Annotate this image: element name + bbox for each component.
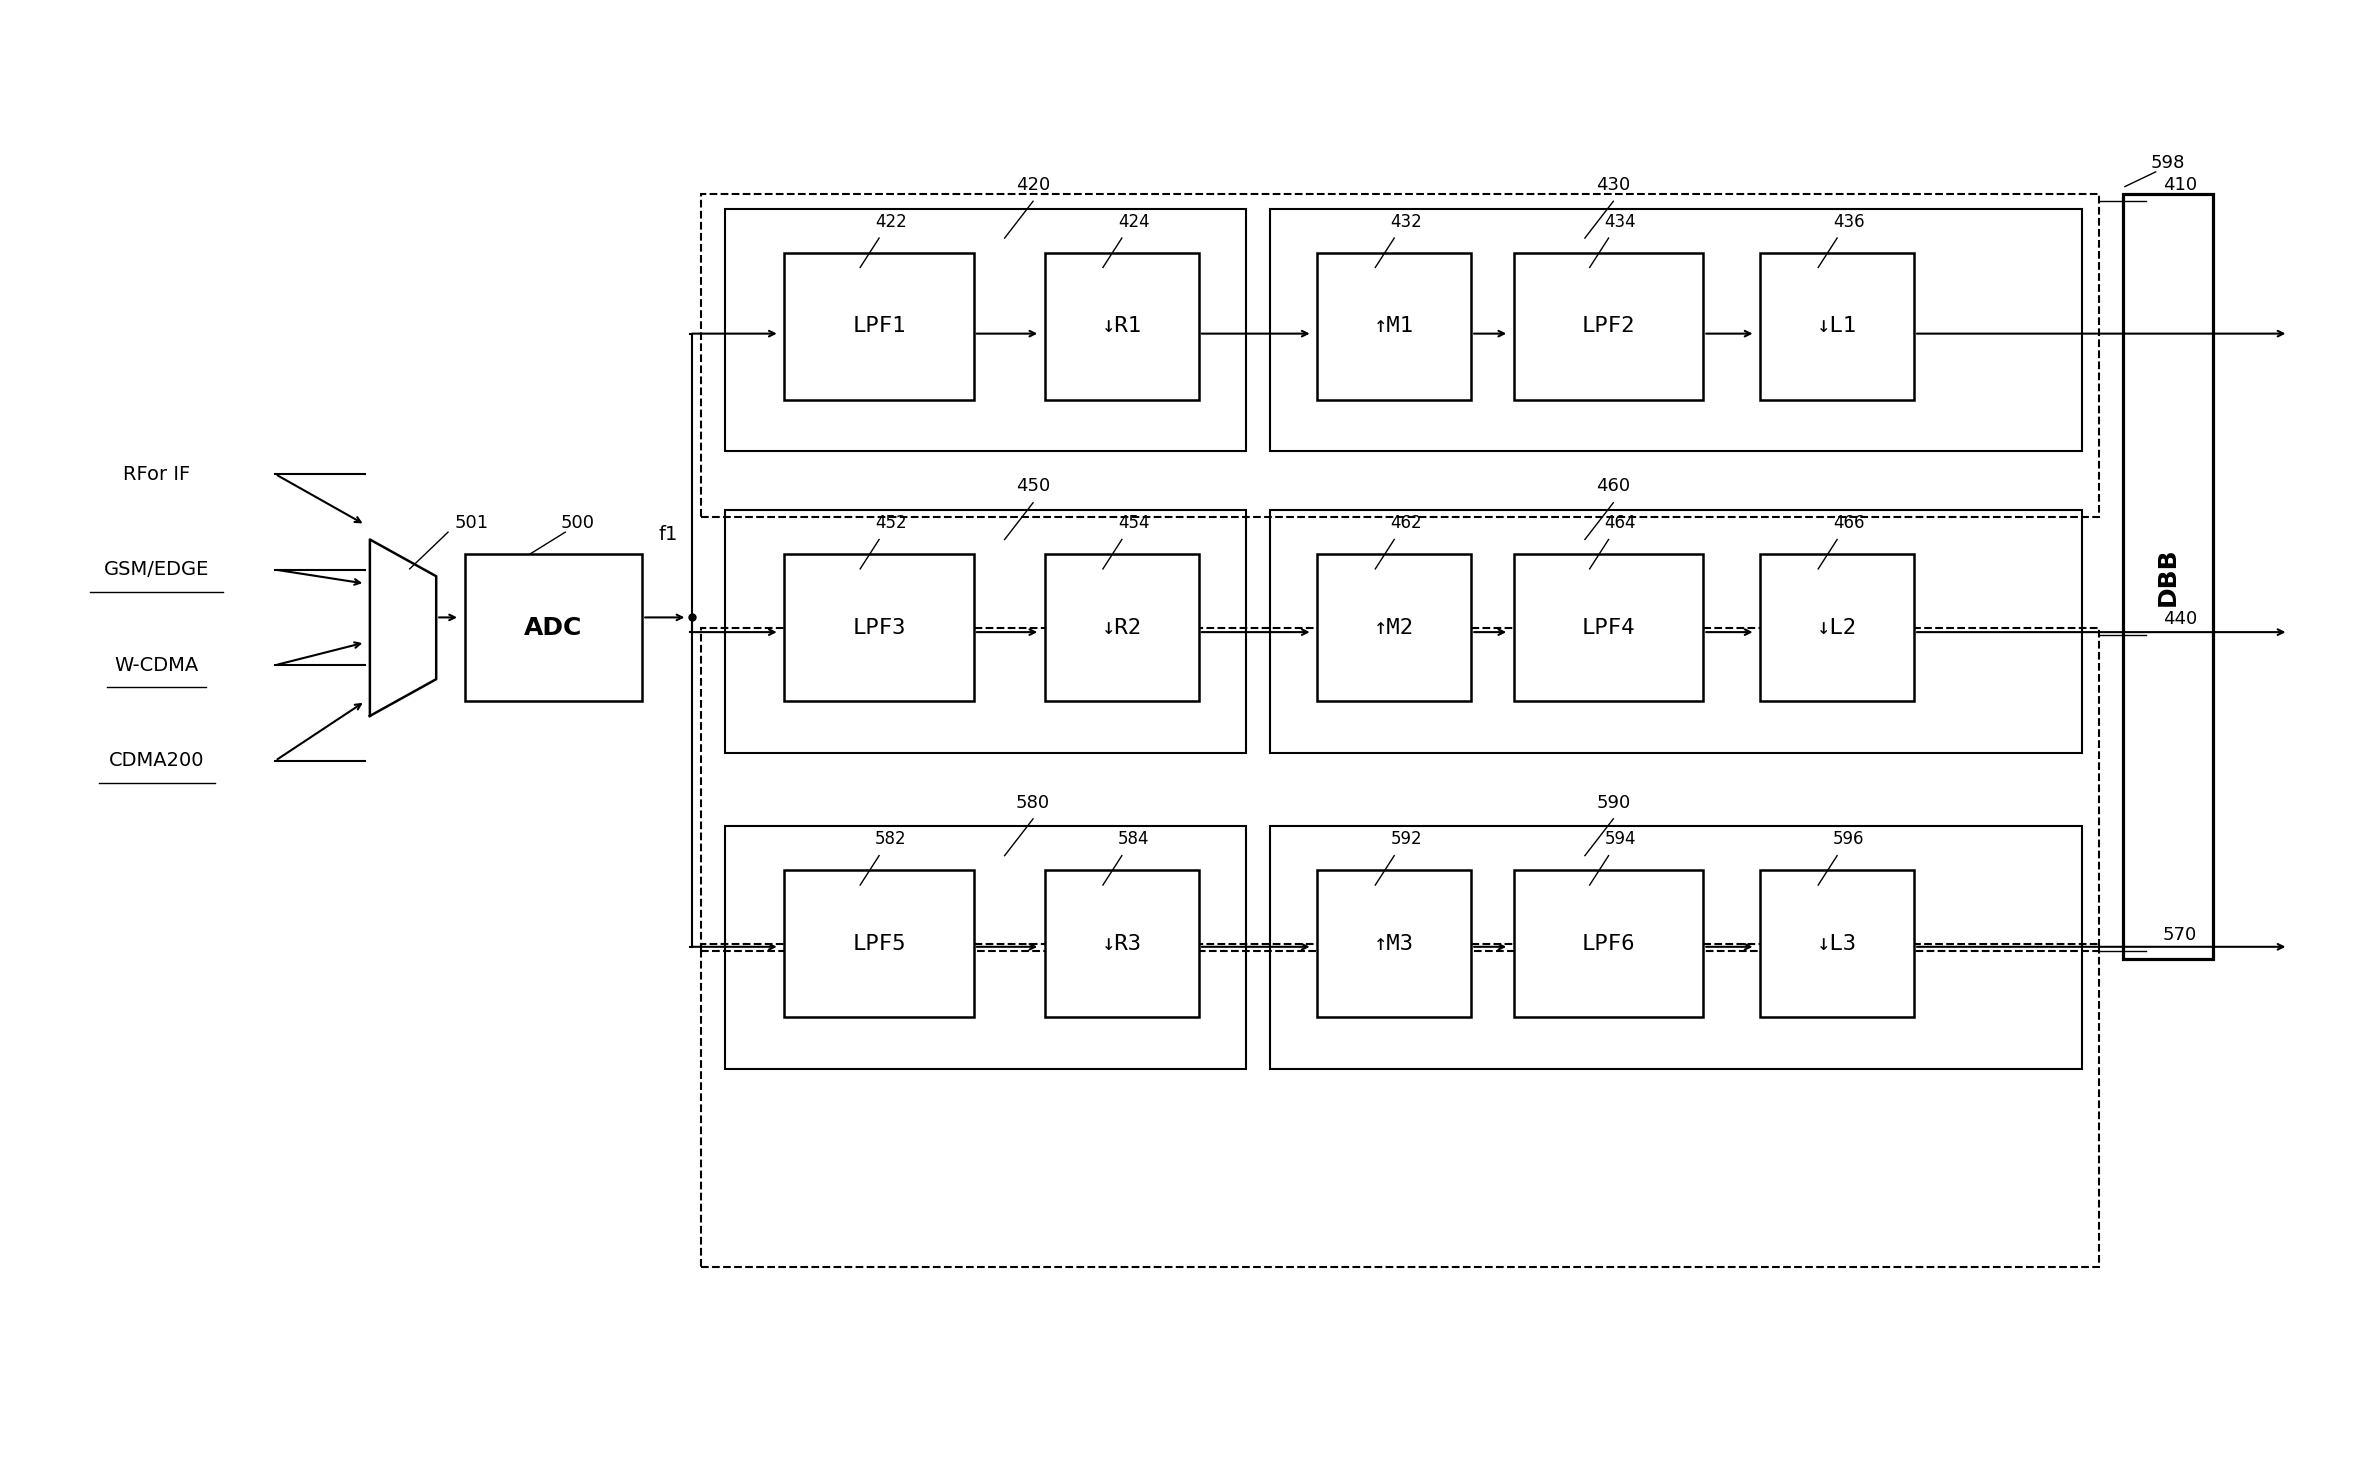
Bar: [465, 554, 643, 701]
Bar: [1270, 827, 2082, 1069]
Bar: [1270, 208, 2082, 452]
Text: ↑M3: ↑M3: [1375, 934, 1415, 953]
Bar: [1045, 554, 1199, 701]
Text: GSM/EDGE: GSM/EDGE: [104, 559, 209, 579]
Text: ↓R3: ↓R3: [1102, 934, 1142, 953]
Text: ↑M1: ↑M1: [1375, 316, 1415, 337]
Text: 462: 462: [1391, 514, 1422, 533]
Text: 590: 590: [1595, 794, 1631, 812]
Bar: [724, 511, 1246, 753]
Text: 434: 434: [1605, 213, 1636, 230]
Text: 464: 464: [1605, 514, 1636, 533]
Text: 454: 454: [1118, 514, 1149, 533]
Bar: [783, 554, 973, 701]
Text: DBB: DBB: [2156, 548, 2179, 605]
Text: 436: 436: [1833, 213, 1866, 230]
Text: LPF6: LPF6: [1581, 934, 1636, 953]
Bar: [700, 943, 2099, 1268]
Text: ↓L1: ↓L1: [1816, 316, 1856, 337]
Bar: [783, 252, 973, 400]
Text: ADC: ADC: [525, 615, 582, 639]
Text: LPF3: LPF3: [852, 618, 907, 638]
Text: 424: 424: [1118, 213, 1149, 230]
Text: 450: 450: [1016, 477, 1049, 496]
Text: 432: 432: [1391, 213, 1422, 230]
Bar: [1515, 252, 1702, 400]
Bar: [2122, 193, 2213, 958]
Text: 594: 594: [1605, 831, 1636, 849]
Text: ↓R2: ↓R2: [1102, 618, 1142, 638]
Text: LPF4: LPF4: [1581, 618, 1636, 638]
Bar: [1318, 252, 1472, 400]
Text: LPF2: LPF2: [1581, 316, 1636, 337]
Bar: [783, 871, 973, 1017]
Text: 420: 420: [1016, 176, 1049, 193]
Text: RFor IF: RFor IF: [123, 465, 190, 484]
Text: 596: 596: [1833, 831, 1864, 849]
Bar: [1045, 871, 1199, 1017]
Text: 570: 570: [2163, 925, 2196, 943]
Bar: [724, 827, 1246, 1069]
Bar: [1759, 554, 1913, 701]
Bar: [1318, 554, 1472, 701]
Text: 440: 440: [2163, 610, 2196, 627]
Text: 430: 430: [1595, 176, 1631, 193]
Text: f1: f1: [658, 525, 679, 543]
Text: ↓L2: ↓L2: [1816, 618, 1856, 638]
Bar: [1515, 554, 1702, 701]
Text: 592: 592: [1391, 831, 1422, 849]
Text: 410: 410: [2163, 176, 2196, 193]
Bar: [1270, 511, 2082, 753]
Text: CDMA200: CDMA200: [109, 751, 204, 770]
Text: W-CDMA: W-CDMA: [114, 655, 199, 675]
Bar: [1759, 252, 1913, 400]
Bar: [700, 193, 2099, 518]
Bar: [1318, 871, 1472, 1017]
Text: 460: 460: [1595, 477, 1631, 496]
Text: 501: 501: [456, 514, 489, 533]
Text: 584: 584: [1118, 831, 1149, 849]
Text: 466: 466: [1833, 514, 1864, 533]
Text: 582: 582: [876, 831, 907, 849]
Bar: [1045, 252, 1199, 400]
Text: ↑M2: ↑M2: [1375, 618, 1415, 638]
Text: 452: 452: [876, 514, 907, 533]
Bar: [1759, 871, 1913, 1017]
Text: LPF1: LPF1: [852, 316, 907, 337]
Text: 598: 598: [2151, 154, 2184, 171]
Text: LPF5: LPF5: [852, 934, 907, 953]
Text: 500: 500: [560, 514, 594, 533]
Text: 422: 422: [876, 213, 907, 230]
Text: 580: 580: [1016, 794, 1049, 812]
Text: ↓L3: ↓L3: [1816, 934, 1856, 953]
Bar: [700, 627, 2099, 951]
Bar: [724, 208, 1246, 452]
Bar: [1515, 871, 1702, 1017]
Text: ↓R1: ↓R1: [1102, 316, 1142, 337]
